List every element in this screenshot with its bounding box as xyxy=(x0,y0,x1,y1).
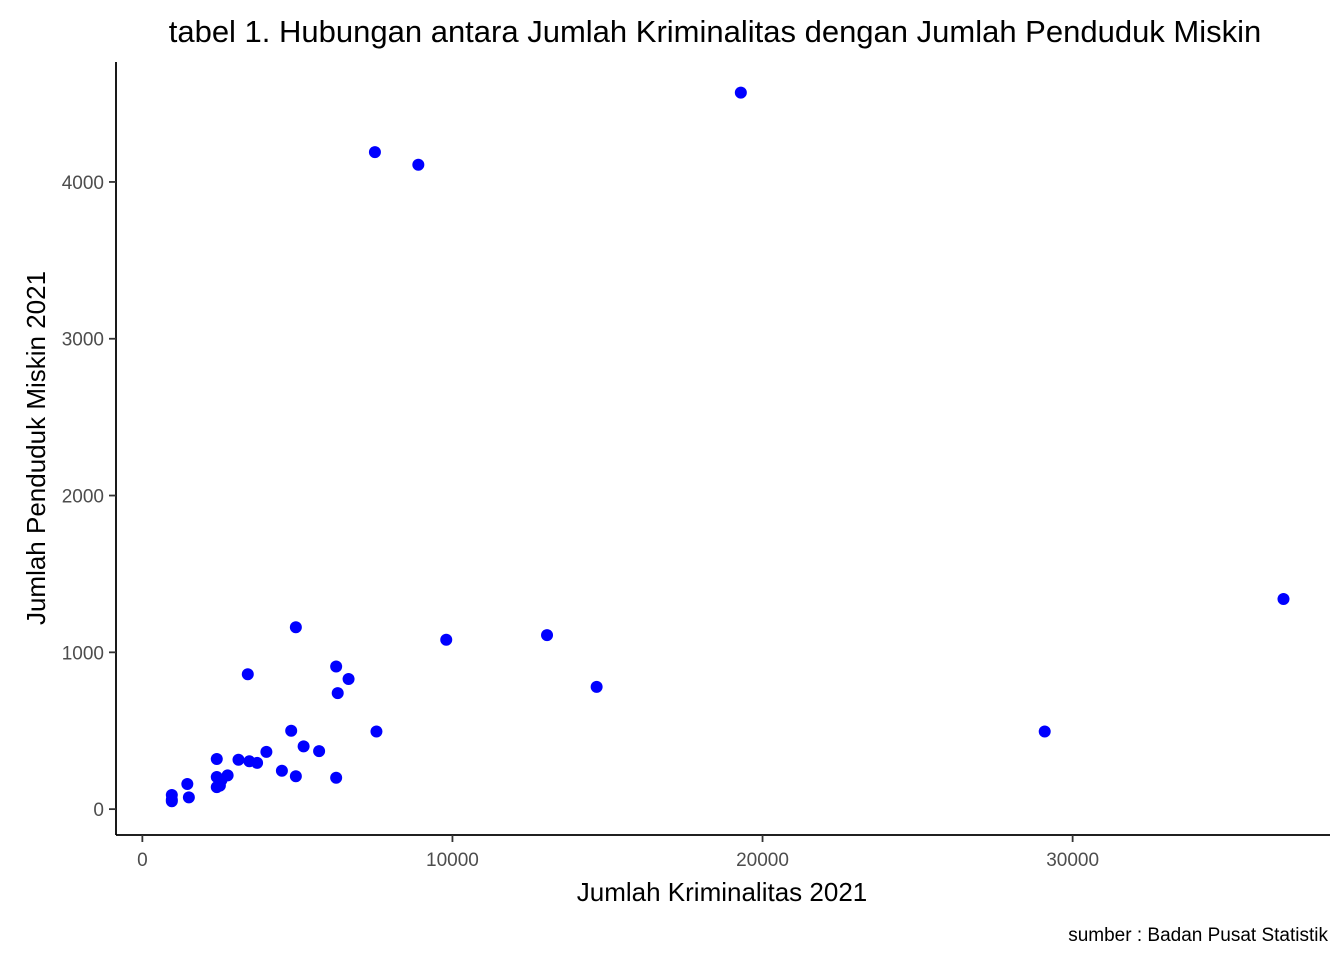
chart-caption: sumber : Badan Pusat Statistik xyxy=(1068,925,1328,946)
data-point xyxy=(181,778,194,791)
y-tick-label: 0 xyxy=(93,800,104,821)
data-point xyxy=(251,756,264,769)
data-points xyxy=(165,86,1290,808)
x-tick-label: 0 xyxy=(137,850,148,871)
chart-title: tabel 1. Hubungan antara Jumlah Kriminal… xyxy=(169,14,1262,49)
data-point xyxy=(289,621,302,634)
data-point xyxy=(275,764,288,777)
x-tick-label: 30000 xyxy=(1046,850,1099,871)
data-point xyxy=(285,724,298,737)
y-tick-label: 3000 xyxy=(62,330,104,351)
data-point xyxy=(342,672,355,685)
y-axis-ticks: 0 1000 2000 3000 4000 xyxy=(62,173,116,821)
y-tick-label: 4000 xyxy=(62,173,104,194)
data-point xyxy=(370,725,383,738)
y-tick-label: 2000 xyxy=(62,487,104,508)
data-point xyxy=(182,791,195,804)
data-point xyxy=(241,668,254,681)
data-point xyxy=(412,158,425,171)
data-point xyxy=(734,86,747,99)
x-tick-label: 20000 xyxy=(736,850,789,871)
data-point xyxy=(1038,725,1051,738)
data-point xyxy=(331,687,344,700)
data-point xyxy=(210,752,223,765)
data-point xyxy=(541,629,554,642)
x-axis-ticks: 0 10000 20000 30000 xyxy=(137,835,1099,871)
data-point xyxy=(232,753,245,766)
data-point xyxy=(1277,593,1290,606)
data-point xyxy=(590,680,603,693)
y-tick-label: 1000 xyxy=(62,643,104,664)
x-axis-title: Jumlah Kriminalitas 2021 xyxy=(577,877,867,907)
data-point xyxy=(330,660,343,673)
data-point xyxy=(260,745,273,758)
data-point xyxy=(165,795,178,808)
data-point xyxy=(440,633,453,646)
x-tick-label: 10000 xyxy=(426,850,479,871)
y-axis-title: Jumlah Penduduk Miskin 2021 xyxy=(21,271,51,625)
data-point xyxy=(313,745,326,758)
data-point xyxy=(297,740,310,753)
data-point xyxy=(289,770,302,783)
data-point xyxy=(330,771,343,784)
data-point xyxy=(368,146,381,159)
data-point xyxy=(213,779,226,792)
